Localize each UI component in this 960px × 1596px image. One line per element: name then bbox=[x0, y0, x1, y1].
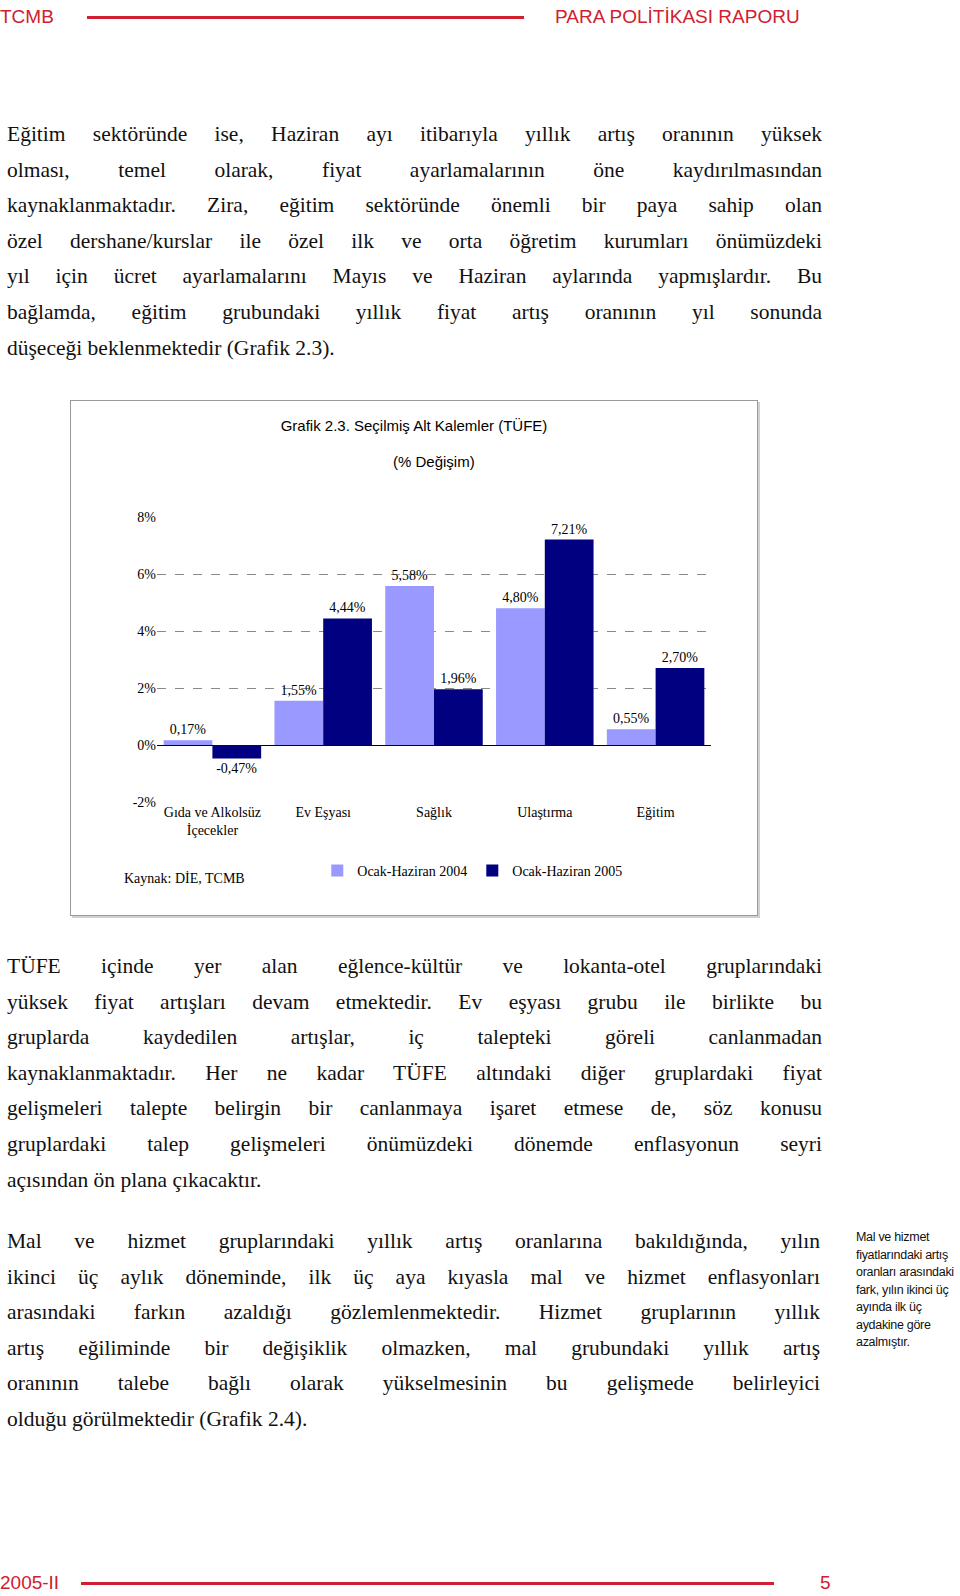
html-text:bağlamda, eğitim grubundaki yı: bağlamda, eğitim grubundaki yıllık fiyat… bbox=[7, 300, 822, 324]
svg-text:1,96%: 1,96% bbox=[440, 671, 477, 686]
svg-text:2,70%: 2,70% bbox=[662, 650, 699, 665]
html-text:gruplardaki talep gelişmeleri: gruplardaki talep gelişmeleri önümüzdeki… bbox=[7, 1132, 822, 1156]
html-text:yüksek fiyat artışları devam e: yüksek fiyat artışları devam etmektedir.… bbox=[7, 989, 822, 1014]
svg-text:Sağlık: Sağlık bbox=[416, 805, 452, 820]
html-text:gelişmeleri talepte belirgin b: gelişmeleri talepte belirgin bir canlanm… bbox=[7, 1096, 822, 1121]
svg-text:Ocak-Haziran 2005: Ocak-Haziran 2005 bbox=[512, 864, 622, 879]
svg-text:(% Değişim): (% Değişim) bbox=[393, 453, 475, 470]
html-text:yıl için ücret ayarlamalarını: yıl için ücret ayarlamalarını Mayıs ve H… bbox=[7, 264, 822, 289]
svg-text:1,55%: 1,55% bbox=[281, 683, 318, 698]
html-text:5: 5 bbox=[820, 1572, 831, 1593]
svg-text:Ev Eşyası: Ev Eşyası bbox=[295, 805, 351, 820]
svg-text:4,44%: 4,44% bbox=[329, 600, 366, 615]
html-text:ayında ilk üç: ayında ilk üç bbox=[856, 1300, 922, 1314]
svg-text:4,80%: 4,80% bbox=[502, 590, 539, 605]
html-text:oranının talebe bağlı olarak y: oranının talebe bağlı olarak yükselmesin… bbox=[7, 1371, 820, 1396]
svg-text:2%: 2% bbox=[137, 681, 156, 696]
html-text:fark, yılın ikinci üç: fark, yılın ikinci üç bbox=[856, 1282, 949, 1297]
html-text:aydakine göre: aydakine göre bbox=[856, 1317, 931, 1332]
svg-text:Ocak-Haziran 2004: Ocak-Haziran 2004 bbox=[357, 864, 467, 879]
html-text:kaynaklanmaktadır. Her ne kada: kaynaklanmaktadır. Her ne kadar TÜFE alt… bbox=[7, 1060, 822, 1085]
html-text:fiyatlarındaki artış: fiyatlarındaki artış bbox=[856, 1247, 948, 1262]
svg-text:Kaynak: DİE, TCMB: Kaynak: DİE, TCMB bbox=[124, 871, 245, 886]
svg-text:4%: 4% bbox=[137, 624, 156, 639]
svg-text:Eğitim: Eğitim bbox=[637, 805, 675, 820]
html-text:gruplarda kaydedilen artışlar,: gruplarda kaydedilen artışlar, iç talept… bbox=[7, 1025, 822, 1050]
html-text:ikinci üç aylık döneminde, ilk: ikinci üç aylık döneminde, ilk üç aya kı… bbox=[7, 1264, 820, 1289]
html-text:açısından ön plana çıkacaktır.: açısından ön plana çıkacaktır. bbox=[7, 1167, 262, 1192]
html-text:Mal ve hizmet: Mal ve hizmet bbox=[856, 1230, 930, 1244]
html-text:2005-II: 2005-II bbox=[0, 1572, 60, 1593]
svg-text:7,21%: 7,21% bbox=[551, 522, 588, 537]
html-text:TÜFE içinde yer alan eğlence-k: TÜFE içinde yer alan eğlence-kültür ve l… bbox=[7, 954, 822, 978]
svg-text:Grafik 2.3. Seçilmiş Alt Kalem: Grafik 2.3. Seçilmiş Alt Kalemler (TÜFE) bbox=[281, 417, 548, 434]
svg-text:0,55%: 0,55% bbox=[613, 711, 650, 726]
html-text:özel dershane/kurslar ile özel: özel dershane/kurslar ile özel ilk ve or… bbox=[7, 228, 822, 253]
html-text:arasındaki farkın azaldığı göz: arasındaki farkın azaldığı gözlemlenmekt… bbox=[7, 1300, 820, 1325]
svg-text:Gıda ve Alkolsüzİçecekler: Gıda ve Alkolsüzİçecekler bbox=[164, 805, 261, 838]
html-text:oranları arasındaki: oranları arasındaki bbox=[856, 1265, 954, 1279]
svg-text:6%: 6% bbox=[137, 567, 156, 582]
html-text:Mal ve hizmet gruplarındaki yı: Mal ve hizmet gruplarındaki yıllık artış… bbox=[7, 1229, 820, 1253]
html-text:düşeceği beklenmektedir (Grafi: düşeceği beklenmektedir (Grafik 2.3). bbox=[7, 335, 335, 360]
html-text:artış eğiliminde bir değişikli: artış eğiliminde bir değişiklik olmazken… bbox=[7, 1335, 820, 1360]
html-text:olması, temel olarak, fiyat ay: olması, temel olarak, fiyat ayarlamaları… bbox=[7, 157, 822, 182]
html-text:kaynaklanmaktadır. Zira, eğiti: kaynaklanmaktadır. Zira, eğitim sektörün… bbox=[7, 193, 822, 218]
svg-text:5,58%: 5,58% bbox=[391, 568, 428, 583]
svg-text:Ulaştırma: Ulaştırma bbox=[517, 805, 573, 820]
svg-text:-2%: -2% bbox=[133, 795, 157, 810]
html-text:Eğitim sektöründe ise, Haziran: Eğitim sektöründe ise, Haziran ayı itiba… bbox=[7, 122, 822, 146]
html-text:PARA POLİTİKASI RAPORU: PARA POLİTİKASI RAPORU bbox=[555, 6, 800, 27]
svg-text:0%: 0% bbox=[137, 738, 156, 753]
svg-text:-0,47%: -0,47% bbox=[216, 761, 257, 776]
svg-text:8%: 8% bbox=[137, 510, 156, 525]
html-text:olduğu görülmektedir (Grafik 2: olduğu görülmektedir (Grafik 2.4). bbox=[7, 1407, 308, 1431]
html-text:azalmıştır.: azalmıştır. bbox=[856, 1335, 910, 1349]
svg-text:0,17%: 0,17% bbox=[170, 722, 207, 737]
html-text:TCMB: TCMB bbox=[0, 6, 54, 27]
